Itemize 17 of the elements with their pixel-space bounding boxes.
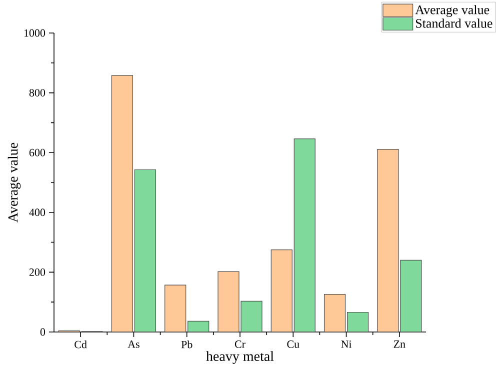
x-tick-label: Ni (341, 340, 352, 348)
x-tick-label: Pb (181, 340, 192, 348)
y-tick-label: 1000 (24, 29, 46, 37)
y-tick-label: 800 (29, 89, 46, 97)
x-tick-label: Cu (287, 340, 300, 348)
legend-label: Average value (415, 5, 490, 17)
x-tick-label: Cr (234, 340, 246, 348)
y-axis-title: Average value (8, 142, 21, 222)
y-tick-label: 200 (29, 268, 46, 276)
x-axis-title: heavy metal (206, 351, 274, 364)
x-tick-label: Cd (74, 340, 87, 348)
y-tick-label: 600 (29, 148, 46, 156)
y-tick-label: 0 (40, 328, 46, 336)
legend-label: Standard value (416, 18, 492, 28)
x-tick-label: Zn (394, 340, 406, 348)
y-tick-label: 400 (29, 208, 46, 216)
x-tick-label: As (128, 340, 140, 348)
